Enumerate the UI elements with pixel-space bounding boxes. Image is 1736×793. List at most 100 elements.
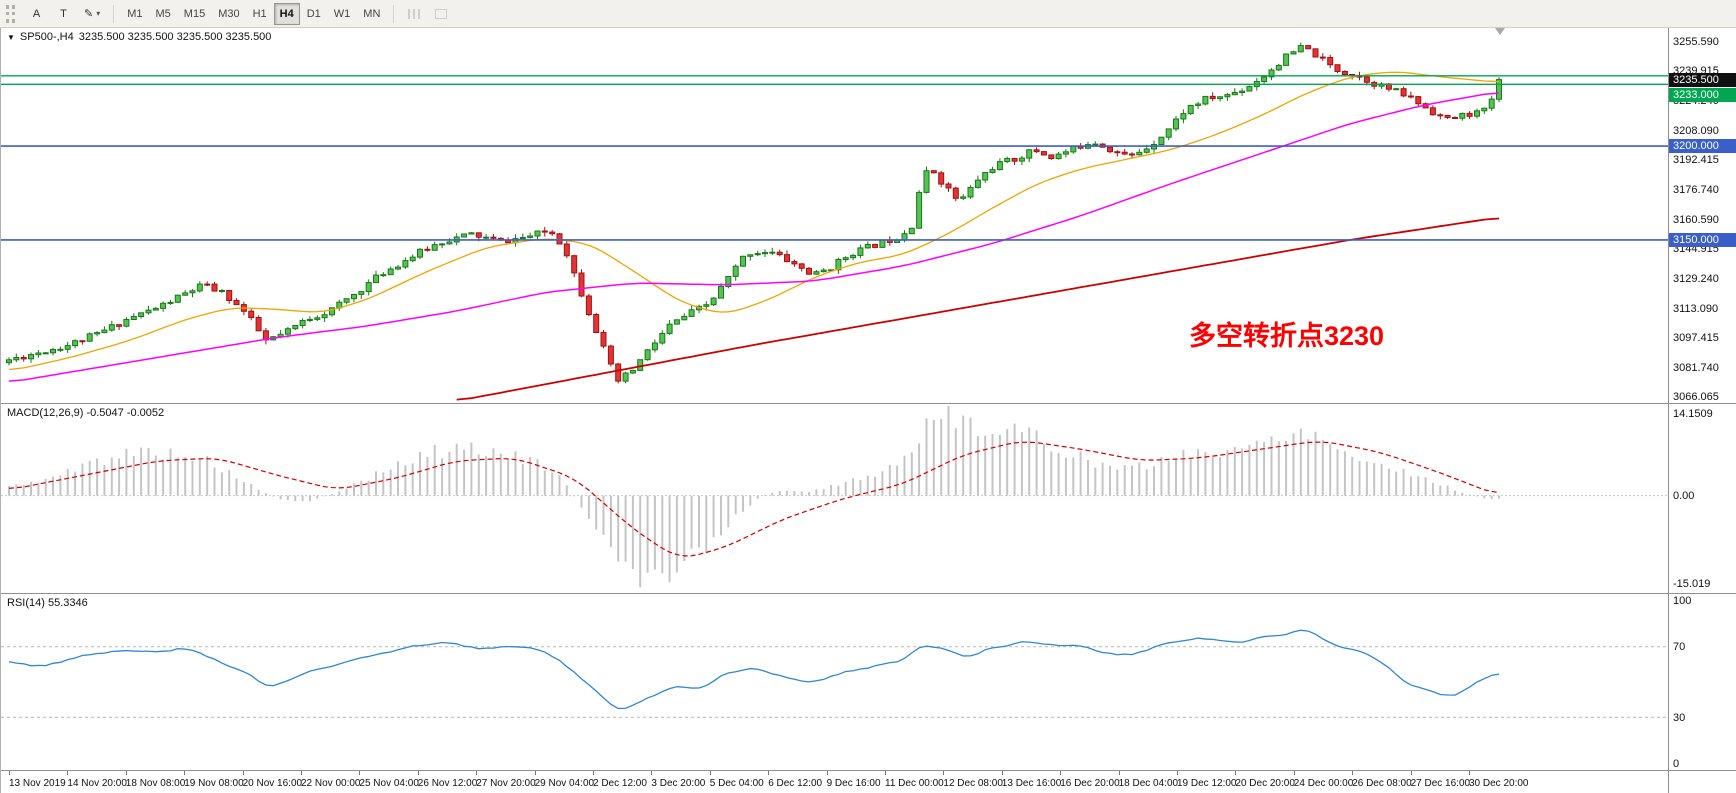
cursor-tool-button[interactable]: A: [24, 3, 49, 25]
toolbar-drag-handle[interactable]: [6, 4, 15, 23]
price-pane: ▼ SP500-,H4 3235.500 3235.500 3235.500 3…: [1, 28, 1736, 403]
time-tick: [1001, 771, 1003, 775]
price-tick-label: 3255.590: [1673, 35, 1719, 48]
timeframe-button-m15[interactable]: M15: [178, 3, 211, 25]
time-tick: [476, 771, 478, 775]
timeframe-button-m5[interactable]: M5: [150, 3, 177, 25]
ohlc-values: 3235.500 3235.500 3235.500 3235.500: [78, 31, 272, 43]
toolbar-extra-icon-2[interactable]: [428, 3, 453, 25]
time-tick: [1060, 771, 1062, 775]
time-label: 25 Nov 04:00: [359, 778, 419, 789]
price-badge: 3235.500: [1669, 72, 1736, 87]
time-tick: [534, 771, 536, 775]
timeframe-button-m1[interactable]: M1: [121, 3, 148, 25]
time-label: 3 Dec 20:00: [651, 778, 706, 789]
time-label: 5 Dec 04:00: [709, 778, 764, 789]
time-tick: [1177, 771, 1178, 775]
time-tick: [301, 771, 302, 775]
price-svg: [1, 42, 1668, 401]
time-label: 22 Nov 00:00: [301, 778, 361, 789]
rsi-svg: [1, 629, 1668, 718]
rsi-tick-label: 0: [1673, 758, 1680, 770]
price-badge: 3200.000: [1669, 139, 1736, 154]
timeframe-group: M1 M5 M15 M30 H1 H4 D1 W1 MN: [121, 2, 386, 25]
box-icon: [434, 8, 447, 19]
price-tick-label: 3066.065: [1673, 391, 1719, 403]
toolbar-separator: [113, 4, 115, 23]
time-tick: [1469, 771, 1470, 775]
timeframe-button-mn[interactable]: MN: [357, 3, 386, 25]
macd-chart-canvas[interactable]: MACD(12,26,9) -0.5047 -0.0052: [1, 404, 1668, 593]
time-label: 24 Dec 00:00: [1293, 778, 1354, 789]
macd-tick-label: -15.019: [1673, 577, 1711, 590]
macd-tick-label: 14.1509: [1673, 407, 1713, 420]
time-tick: [593, 771, 594, 775]
time-tick: [1235, 771, 1237, 775]
time-tick: [709, 771, 711, 775]
chevron-down-icon: ▾: [96, 9, 101, 18]
time-label: 30 Dec 20:00: [1469, 778, 1529, 789]
timeframe-button-w1[interactable]: W1: [328, 3, 357, 25]
toolbar-extra-icon-1[interactable]: [401, 3, 426, 25]
text-tool-button[interactable]: T: [51, 3, 76, 25]
rsi-tick-label: 30: [1673, 711, 1686, 724]
time-label: 13 Dec 16:00: [1001, 778, 1062, 789]
symbol-period-label: SP500-,H4: [19, 31, 74, 43]
price-annotation[interactable]: 多空转折点3230: [1189, 321, 1385, 351]
rsi-title: RSI(14) 55.3346: [7, 597, 88, 609]
time-label: 19 Nov 08:00: [184, 778, 244, 789]
macd-tick-label: 0.00: [1673, 490, 1695, 503]
draw-tool-button[interactable]: ✎ ▾: [78, 3, 106, 25]
time-axis-row: 13 Nov 2019 14 Nov 20:00 18 Nov 08:00 19 No…: [1, 770, 1736, 793]
timeframe-button-h4[interactable]: H4: [273, 2, 300, 25]
price-badge: 3233.000: [1669, 87, 1736, 102]
time-tick: [943, 771, 945, 775]
price-tick-label: 3208.090: [1673, 124, 1719, 137]
price-badge: 3150.000: [1669, 232, 1736, 247]
time-tick: [359, 771, 361, 775]
rsi-tick-label: 100: [1673, 595, 1692, 607]
axis-corner: [1668, 771, 1736, 793]
macd-axis[interactable]: 14.1509 0.00 -15.019: [1668, 404, 1736, 593]
time-tick: [1352, 771, 1354, 775]
price-axis[interactable]: 3255.5903239.9153224.2403208.0903192.415…: [1668, 28, 1736, 403]
chart-window: ▼ SP500-,H4 3235.500 3235.500 3235.500 3…: [0, 28, 1736, 793]
time-tick: [1118, 771, 1120, 775]
time-tick: [67, 771, 69, 775]
time-label: 6 Dec 12:00: [768, 778, 823, 789]
price-tick-label: 3176.740: [1673, 183, 1719, 196]
time-label: 19 Dec 12:00: [1177, 778, 1237, 789]
time-tick: [184, 771, 186, 775]
price-tick-label: 3129.240: [1673, 272, 1719, 285]
time-label: 27 Nov 20:00: [476, 778, 536, 789]
chart-shift-marker[interactable]: [1495, 28, 1505, 35]
time-tick: [768, 771, 770, 775]
time-label: 16 Dec 20:00: [1060, 778, 1120, 789]
timeframe-button-m30[interactable]: M30: [212, 3, 245, 25]
time-tick: [417, 771, 419, 775]
price-chart-canvas[interactable]: ▼ SP500-,H4 3235.500 3235.500 3235.500 3…: [1, 28, 1668, 403]
collapse-triangle-icon[interactable]: ▼: [7, 32, 15, 42]
macd-svg: [1, 405, 1668, 588]
rsi-chart-canvas[interactable]: RSI(14) 55.3346: [1, 594, 1668, 770]
price-tick-label: 3097.415: [1673, 332, 1719, 345]
time-tick: [651, 771, 653, 775]
time-tick: [885, 771, 886, 775]
macd-header-label: MACD(12,26,9) -0.5047 -0.0052: [7, 407, 165, 419]
time-label: 26 Nov 12:00: [417, 778, 478, 789]
rsi-axis[interactable]: 100 70 30 0: [1668, 594, 1736, 770]
time-label: 18 Nov 08:00: [125, 778, 186, 789]
price-tick-label: 3113.090: [1673, 303, 1719, 316]
timeframe-button-d1[interactable]: D1: [301, 3, 327, 25]
rsi-header-label: RSI(14) 55.3346: [7, 597, 88, 609]
price-tick-label: 3160.590: [1673, 214, 1719, 227]
time-label: 29 Nov 04:00: [534, 778, 595, 789]
time-tick: [1293, 771, 1295, 775]
macd-pane: MACD(12,26,9) -0.5047 -0.0052 14.1509 0.0…: [1, 403, 1736, 593]
time-label: 26 Dec 08:00: [1352, 778, 1412, 789]
timeframe-button-h1[interactable]: H1: [247, 3, 273, 25]
time-label: 12 Dec 08:00: [943, 778, 1003, 789]
pencil-icon: ✎: [84, 8, 94, 20]
time-axis[interactable]: 13 Nov 2019 14 Nov 20:00 18 Nov 08:00 19 No…: [1, 771, 1668, 793]
